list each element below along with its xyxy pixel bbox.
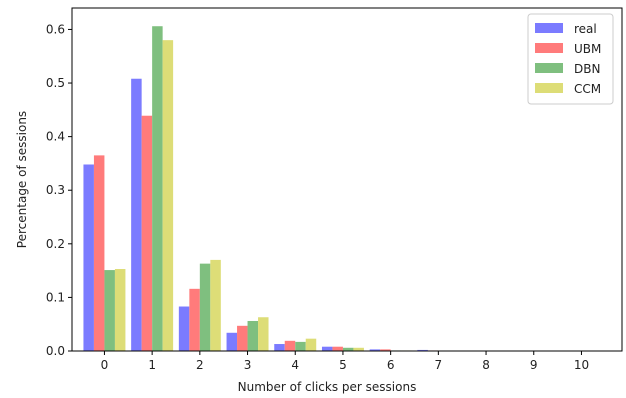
bar-ubm-1: [141, 115, 153, 351]
x-tick-label: 10: [574, 358, 589, 372]
x-tick-label: 7: [435, 358, 443, 372]
legend-swatch-real: [535, 23, 563, 33]
x-tick-label: 6: [387, 358, 395, 372]
bar-real-3: [226, 332, 238, 351]
y-tick-label: 0.0: [46, 344, 65, 358]
legend-label-ccm: CCM: [574, 82, 601, 96]
bar-dbn-5: [342, 347, 354, 351]
legend-swatch-ubm: [535, 43, 563, 53]
bar-real-2: [178, 306, 190, 351]
bar-dbn-3: [247, 320, 259, 351]
bar-ccm-1: [162, 40, 174, 351]
bar-ubm-2: [189, 288, 200, 351]
y-tick-label: 0.5: [46, 76, 65, 90]
bar-dbn-0: [104, 270, 115, 351]
bar-ccm-2: [210, 259, 221, 351]
bar-ccm-5: [353, 347, 364, 351]
x-tick-label: 8: [482, 358, 490, 372]
x-tick-label: 4: [291, 358, 299, 372]
x-tick-label: 0: [101, 358, 109, 372]
bar-ubm-0: [93, 155, 105, 351]
bar-real-4: [274, 344, 285, 351]
bar-real-0: [83, 164, 94, 351]
legend-swatch-ccm: [535, 83, 563, 93]
x-tick-label: 1: [148, 358, 156, 372]
bars-layer: [83, 26, 439, 352]
bar-dbn-4: [295, 341, 306, 351]
bar-ccm-4: [305, 338, 317, 351]
legend-label-dbn: DBN: [574, 62, 600, 76]
bar-ubm-6: [380, 349, 391, 351]
y-tick-label: 0.2: [46, 237, 65, 251]
bar-dbn-1: [152, 26, 163, 351]
plot-frame: [71, 7, 623, 352]
legend-label-ubm: UBM: [574, 42, 601, 56]
y-axis-label: Percentage of sessions: [15, 111, 29, 248]
bar-dbn-2: [199, 263, 211, 351]
bar-real-6: [369, 349, 381, 351]
bar-ubm-5: [332, 346, 343, 351]
x-tick-label: 5: [339, 358, 347, 372]
legend-box: [527, 13, 614, 105]
bar-ubm-3: [237, 325, 248, 351]
bar-real-5: [321, 346, 333, 351]
bar-real-1: [131, 78, 142, 352]
x-tick-label: 3: [244, 358, 252, 372]
legend: real UBM DBN CCM: [527, 13, 614, 105]
bar-ubm-4: [284, 340, 296, 351]
axes-layer: 0 1 2 3 4 5 6 7 8 9 10 0.0 0.1 0.2 0.3 0.4 0.5 0.6: [46, 7, 623, 372]
x-tick-label: 2: [196, 358, 204, 372]
bar-ccm-0: [114, 269, 126, 351]
y-tick-label: 0.4: [46, 130, 65, 144]
x-axis-label: Number of clicks per sessions: [238, 380, 417, 394]
legend-label-real: real: [574, 22, 597, 36]
y-tick-label: 0.6: [46, 22, 65, 36]
x-tick-label: 9: [530, 358, 538, 372]
y-tick-label: 0.3: [46, 183, 65, 197]
legend-swatch-dbn: [535, 63, 563, 73]
bar-ccm-3: [258, 317, 269, 351]
y-tick-label: 0.1: [46, 290, 65, 304]
bar-real-7: [417, 349, 428, 351]
